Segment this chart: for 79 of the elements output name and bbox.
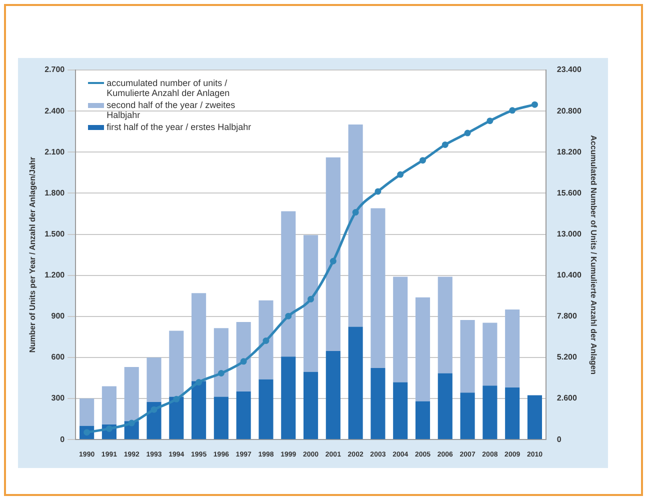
bar <box>326 351 340 440</box>
bar <box>348 326 363 440</box>
y-tick-label: 600 <box>51 352 66 362</box>
bar <box>192 381 206 440</box>
bar <box>370 208 386 368</box>
y-axis-title: Number of Units per Year / Anzahl der Anlagen/Jahr <box>28 156 38 353</box>
bar <box>236 392 251 440</box>
y2-tick-label: 20.800 <box>556 106 582 116</box>
y-tick-label: 2.400 <box>44 106 66 116</box>
bar <box>80 398 94 426</box>
bar <box>214 328 228 397</box>
bar <box>281 211 296 357</box>
bar <box>169 396 184 440</box>
bar <box>258 379 274 440</box>
bar <box>192 293 206 382</box>
y2-tick-label: 7.800 <box>556 312 578 321</box>
point <box>330 258 336 264</box>
point <box>196 379 202 386</box>
y2-tick-label: 2.600 <box>556 394 578 403</box>
y-tick-label: 2.700 <box>44 65 66 74</box>
y2-tick-label: 10.400 <box>556 270 582 280</box>
bar <box>482 386 498 440</box>
y2-axis-title: Accumulated Number of Units / Kumulierte Anzahl der Anlagen <box>588 135 598 375</box>
bar <box>460 320 475 393</box>
bar <box>505 310 520 388</box>
point <box>442 141 448 148</box>
bar <box>146 357 162 402</box>
bar <box>370 368 386 440</box>
bar <box>482 322 498 386</box>
bar <box>303 372 318 440</box>
y2-tick-label: 0 <box>556 434 562 444</box>
y-tick-label: 1.800 <box>44 188 66 198</box>
y2-tick-label: 23.400 <box>556 65 582 74</box>
y2-tick-label: 15.600 <box>556 188 582 198</box>
y-tick-label: 0 <box>60 434 66 444</box>
bar <box>169 330 184 397</box>
point <box>420 157 426 164</box>
bar <box>348 124 363 327</box>
bar <box>460 392 475 440</box>
point <box>531 101 538 108</box>
point <box>262 337 270 344</box>
y2-tick-label: 18.200 <box>556 147 582 156</box>
y2-tick-label: 5.200 <box>556 352 578 362</box>
bar <box>505 387 520 440</box>
y2-tick-label: 13.000 <box>556 229 582 238</box>
bar <box>303 235 318 372</box>
bar <box>258 300 274 380</box>
bar <box>281 356 296 440</box>
point <box>128 420 135 426</box>
point <box>218 370 224 377</box>
point <box>486 118 494 124</box>
y-tick-label: 2.100 <box>44 147 66 156</box>
bar <box>415 401 430 440</box>
point <box>397 171 404 178</box>
y-tick-label: 1.200 <box>44 270 66 280</box>
point <box>374 188 382 195</box>
point <box>352 209 359 216</box>
bar <box>393 276 408 382</box>
bar <box>236 322 251 392</box>
bar <box>102 386 116 425</box>
bar <box>124 367 139 422</box>
bar <box>438 276 452 374</box>
bar <box>326 157 340 352</box>
y-tick-label: 1.500 <box>44 229 66 238</box>
bar <box>393 382 408 440</box>
y-tick-label: 300 <box>51 394 66 403</box>
point <box>509 107 516 114</box>
point <box>173 396 180 402</box>
legend-label: first half of the year / erstes Halbjahr <box>106 122 252 132</box>
y-tick-label: 900 <box>51 312 66 321</box>
bar <box>527 395 542 440</box>
bar <box>438 373 452 440</box>
point <box>308 296 314 302</box>
point <box>240 358 247 365</box>
point <box>464 130 471 136</box>
point <box>150 406 158 413</box>
bar <box>415 297 430 402</box>
bar <box>214 396 228 440</box>
point <box>285 312 292 320</box>
